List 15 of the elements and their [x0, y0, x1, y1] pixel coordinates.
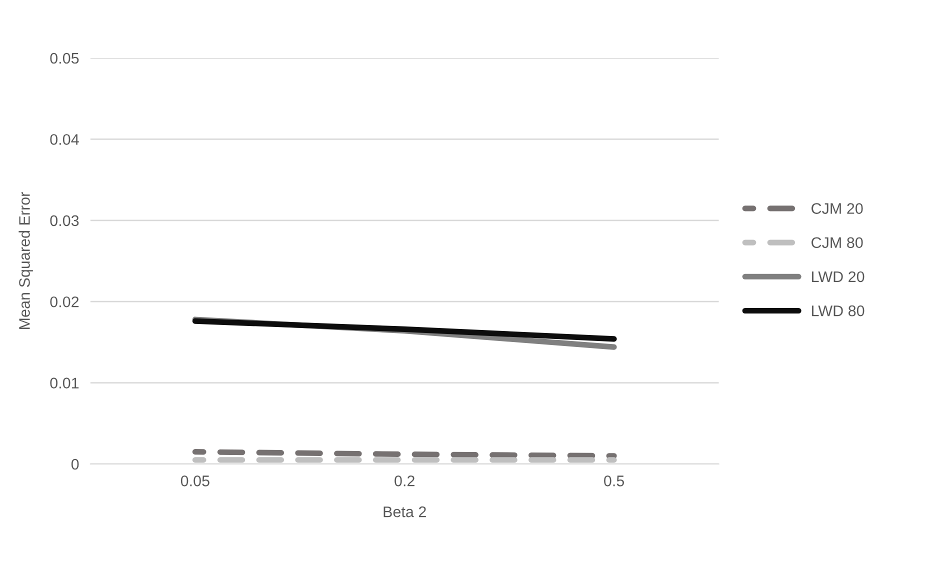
y-axis-title: Mean Squared Error — [18, 192, 33, 329]
y-tick-label: 0.02 — [50, 296, 79, 308]
legend-label: CJM 20 — [812, 203, 863, 214]
y-tick-label: 0.03 — [50, 215, 79, 226]
y-tick-label: 0.04 — [50, 134, 79, 145]
y-tick-label: 0 — [71, 458, 79, 470]
x-tick-label: 0.2 — [394, 476, 414, 486]
legend-label: LWD 20 — [812, 271, 864, 282]
x-tick-label: 0.05 — [180, 476, 210, 486]
legend-label: CJM 80 — [812, 237, 863, 248]
x-axis-title: Beta 2 — [384, 506, 426, 518]
y-tick-label: 0.01 — [50, 378, 79, 388]
y-tick-label: 0.05 — [50, 52, 79, 64]
legend-label: LWD 80 — [812, 305, 864, 316]
x-tick-label: 0.5 — [604, 476, 624, 486]
